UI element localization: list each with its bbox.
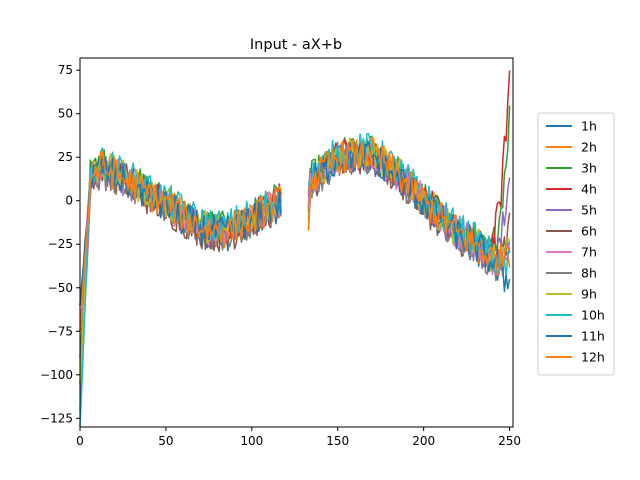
y-tick-label: 25 (58, 150, 73, 164)
x-tick-label: 250 (498, 434, 521, 448)
series-line-4h-a (79, 158, 282, 384)
x-tick-label: 0 (76, 434, 84, 448)
legend-label: 9h (581, 287, 597, 302)
x-axis: 0 50 100 150 200 250 (76, 427, 521, 448)
y-tick-label: −100 (40, 368, 73, 382)
x-tick-label: 100 (240, 434, 263, 448)
legend-label: 5h (581, 203, 597, 218)
series-line-11h-b (307, 141, 511, 293)
x-tick-label: 150 (326, 434, 349, 448)
y-tick-label: −25 (48, 237, 73, 251)
y-tick-label: 50 (58, 107, 73, 121)
x-tick-label: 50 (158, 434, 173, 448)
legend-label: 10h (581, 308, 605, 323)
legend-label: 7h (581, 245, 597, 260)
legend-label: 1h (581, 119, 597, 134)
series-line-12h-b (307, 136, 511, 277)
legend-label: 12h (581, 350, 605, 365)
legend-label: 11h (581, 329, 605, 344)
y-tick-label: 0 (65, 194, 73, 208)
y-tick-label: 75 (58, 63, 73, 77)
legend-label: 6h (581, 224, 597, 239)
legend: 1h 2h 3h 4h 5h 6h 7h 8h 9h 10h 11h 12h (537, 112, 615, 376)
series-line-8h-a (79, 154, 282, 358)
y-tick-label: −50 (48, 281, 73, 295)
chart-title: Input - aX+b (250, 37, 342, 53)
legend-label: 4h (581, 182, 597, 197)
y-tick-label: −125 (40, 411, 73, 425)
legend-box (537, 112, 615, 376)
legend-label: 2h (581, 140, 597, 155)
y-axis: −125 −100 −75 −50 −25 0 25 50 75 (40, 63, 80, 425)
series-line-12h-a (79, 150, 282, 332)
y-tick-label: −75 (48, 324, 73, 338)
x-tick-label: 200 (412, 434, 435, 448)
plot-lines (79, 70, 511, 428)
plot-frame (79, 57, 514, 428)
legend-label: 8h (581, 266, 597, 281)
legend-label: 3h (581, 161, 597, 176)
